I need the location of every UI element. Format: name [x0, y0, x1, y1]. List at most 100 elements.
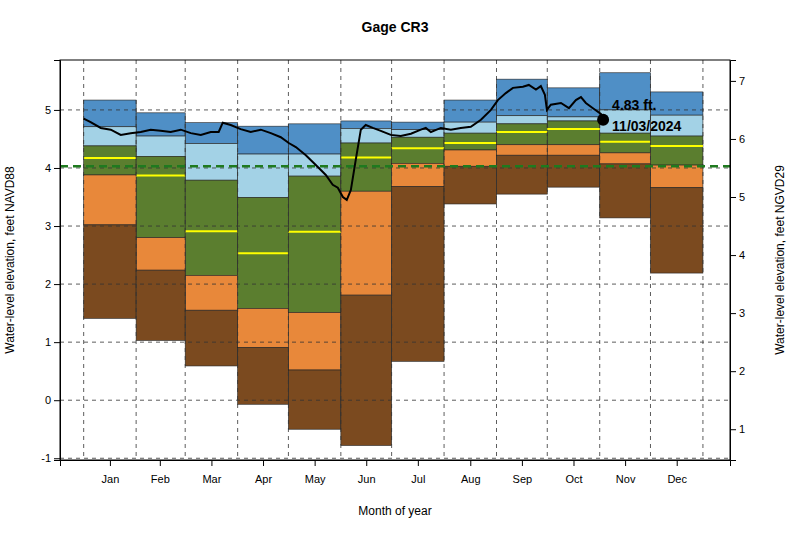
y2-tick-mark	[730, 371, 736, 372]
x-tick-mark	[315, 460, 316, 466]
band	[341, 295, 392, 445]
y2-tick-label: 1	[739, 423, 745, 435]
y2-tick-mark	[730, 313, 736, 314]
x-tick-mark	[470, 460, 471, 466]
y-tick: 0	[45, 394, 60, 406]
median-step	[497, 131, 548, 133]
band	[392, 187, 444, 362]
y2-tick-label: 7	[739, 75, 745, 87]
y2-tick: 1	[730, 423, 745, 435]
y2-tick: 6	[730, 133, 745, 145]
band	[185, 310, 237, 366]
grid-line-x	[702, 60, 703, 460]
y2-tick: 3	[730, 307, 745, 319]
y2-tick: 2	[730, 365, 745, 377]
annotation-label: 11/03/2024	[612, 118, 682, 134]
plot-area	[60, 60, 730, 460]
median-step	[392, 147, 444, 149]
y-tick-mark	[54, 226, 60, 227]
band	[650, 92, 702, 115]
title: Gage CR3	[362, 19, 429, 35]
band	[288, 176, 340, 312]
band	[288, 370, 340, 429]
x-tick-label: Apr	[255, 473, 272, 485]
y2-tick-mark	[730, 197, 736, 198]
x-tick-mark	[677, 460, 678, 466]
y-tick-mark	[54, 400, 60, 401]
grid-line-y	[60, 167, 730, 168]
x-tick-label: Sep	[513, 473, 533, 485]
band	[185, 180, 237, 275]
x-tick-mark	[160, 460, 161, 466]
water-level-line	[84, 85, 603, 200]
x-tick: Jun	[358, 460, 376, 485]
grid-line-x	[340, 60, 341, 460]
band	[185, 275, 237, 310]
grid-line-y	[60, 284, 730, 285]
median-step	[650, 145, 702, 147]
x-tick: Feb	[151, 460, 170, 485]
y2-axis-title: Water-level elevation, feet NGVD29	[773, 165, 787, 355]
x-tick: Nov	[616, 460, 636, 485]
band	[392, 137, 444, 163]
y2-tick-label: 5	[739, 191, 745, 203]
band	[136, 238, 185, 271]
y-tick-label: 4	[45, 162, 51, 174]
step-series	[84, 129, 703, 253]
median-step	[84, 157, 136, 159]
y-axis: -1012345	[41, 61, 60, 465]
band	[444, 150, 496, 166]
grid-line-y	[60, 342, 730, 343]
y-tick-mark	[54, 458, 60, 459]
band	[650, 136, 702, 165]
x-tick-label: Jul	[411, 473, 425, 485]
y2-axis: 1 2 3 4 5 6 7	[730, 61, 745, 461]
reference-line	[60, 165, 730, 168]
annotation-label: 4.83 ft.	[612, 97, 656, 113]
y2-tick: 5	[730, 191, 745, 203]
x-tick: May	[305, 460, 326, 485]
median-step	[600, 141, 651, 143]
band	[600, 133, 651, 153]
grid	[60, 60, 730, 460]
band	[650, 188, 702, 273]
band	[547, 117, 599, 121]
band	[238, 347, 289, 404]
band	[185, 144, 237, 181]
x-tick-mark	[211, 460, 212, 466]
x-tick-mark	[418, 460, 419, 466]
x-tick: Mar	[202, 460, 221, 485]
band	[238, 198, 289, 309]
x-tick: Dec	[667, 460, 687, 485]
y2-tick-label: 3	[739, 307, 745, 319]
band-series	[84, 145, 703, 370]
y-tick: 1	[45, 336, 60, 348]
y2-tick-label: 4	[739, 249, 745, 261]
band	[600, 153, 651, 164]
x-tick-label: Oct	[565, 473, 582, 485]
band	[341, 191, 392, 295]
x-tick-mark	[366, 460, 367, 466]
grid-line-y	[60, 458, 730, 459]
y-tick-label: 3	[45, 220, 51, 232]
x-tick-label: Aug	[461, 473, 481, 485]
y2-tick-label: 6	[739, 133, 745, 145]
x-tick: Jul	[411, 460, 425, 485]
grid-line-y	[60, 226, 730, 227]
y-tick: 5	[45, 104, 60, 116]
band	[650, 165, 702, 188]
band	[84, 146, 136, 175]
x-tick-label: May	[305, 473, 326, 485]
y2-axis-line	[731, 61, 737, 461]
plot-frame	[60, 60, 730, 460]
y2-tick: 4	[730, 249, 745, 261]
y2-tick-label: 2	[739, 365, 745, 377]
x-tick-label: Feb	[151, 473, 170, 485]
y-tick: 4	[45, 162, 60, 174]
grid-line-x	[83, 60, 84, 460]
band	[288, 124, 340, 154]
x-tick-label: Jun	[358, 473, 376, 485]
median-step	[341, 157, 392, 159]
median-step	[444, 142, 496, 144]
y-tick: 3	[45, 220, 60, 232]
